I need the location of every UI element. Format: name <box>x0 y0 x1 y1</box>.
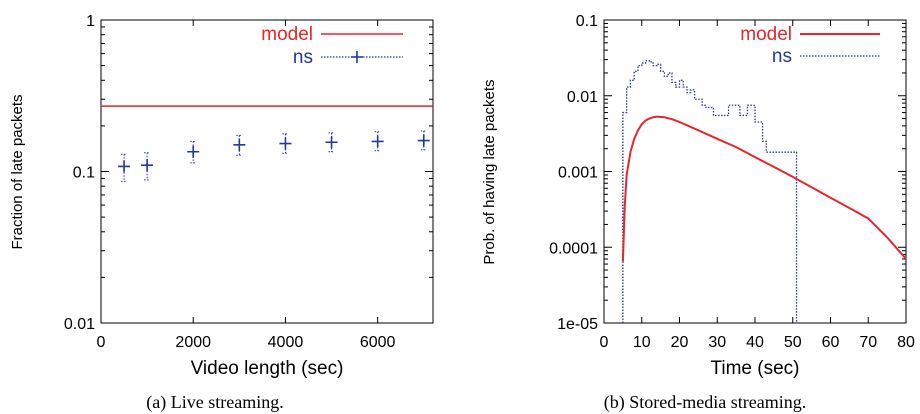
y-axis-label-a: Fraction of late packets <box>9 94 26 249</box>
caption-a: (a) Live streaming. <box>146 392 283 413</box>
legend-ns-marker-a <box>351 51 363 63</box>
legend-ns-label-a: ns <box>293 47 313 68</box>
x-axis-label-b: Time (sec) <box>710 358 799 379</box>
panel-a-live-streaming: 0 2000 4000 6000 0.01 0.1 1 Fraction of late p… <box>9 13 434 413</box>
legend-ns-label-b: ns <box>772 46 792 67</box>
ns-step-line-b <box>622 60 798 323</box>
y-axis-label-b: Prob. of having late packets <box>481 79 498 264</box>
x-tick-label-b: 10 <box>633 334 651 351</box>
y-tick-label-b: 0.001 <box>558 165 598 182</box>
ns-point-a <box>371 131 384 152</box>
ns-point-a <box>279 133 292 154</box>
x-tick-label-a: 0 <box>97 334 106 351</box>
x-tick-label-a: 6000 <box>360 334 396 351</box>
y-tick-label-b: 0.1 <box>576 13 598 30</box>
caption-b: (b) Stored-media streaming. <box>604 392 806 413</box>
ns-point-a <box>325 132 338 153</box>
model-line-b <box>621 115 907 262</box>
x-tick-label-b: 40 <box>746 334 764 351</box>
panel-b-stored-media-streaming: 0 10 20 30 40 50 60 70 80 1e-05 0.0001 0.001 0.01 0.1… <box>481 13 915 413</box>
legend-model-label-a: model <box>261 24 313 45</box>
y-tick-label-a: 1 <box>86 13 95 30</box>
plot-frame-a <box>100 19 434 324</box>
ns-point-a <box>118 153 131 182</box>
x-axis-label-a: Video length (sec) <box>191 358 344 379</box>
ns-point-a <box>141 152 154 181</box>
y-tick-label-a: 0.1 <box>73 165 95 182</box>
x-tick-label-b: 50 <box>784 334 802 351</box>
legend-model-label-b: model <box>740 24 792 45</box>
plot-marks-a <box>101 105 433 182</box>
x-tick-label-a: 4000 <box>268 334 304 351</box>
x-tick-label-b: 70 <box>859 334 877 351</box>
axis-ticks-b: 0 10 20 30 40 50 60 70 80 1e-05 0.0001 0.001 0.01 0.1 <box>549 13 915 351</box>
y-tick-label-b: 0.01 <box>567 89 598 106</box>
ns-point-a <box>233 134 246 156</box>
x-tick-label-b: 60 <box>822 334 840 351</box>
x-tick-label-b: 80 <box>897 334 915 351</box>
ns-point-a <box>417 130 430 151</box>
axis-ticks-a: 0 2000 4000 6000 0.01 0.1 1 <box>64 13 433 351</box>
y-tick-label-b: 1e-05 <box>557 316 598 333</box>
y-tick-label-b: 0.0001 <box>549 240 598 257</box>
x-tick-label-b: 20 <box>671 334 689 351</box>
x-tick-label-b: 0 <box>600 334 609 351</box>
ns-point-a <box>187 140 200 164</box>
y-tick-label-a: 0.01 <box>64 316 95 333</box>
plot-marks-b <box>621 60 907 323</box>
x-tick-label-a: 2000 <box>175 334 211 351</box>
x-tick-label-b: 30 <box>708 334 726 351</box>
plot-frame-b <box>603 19 907 324</box>
